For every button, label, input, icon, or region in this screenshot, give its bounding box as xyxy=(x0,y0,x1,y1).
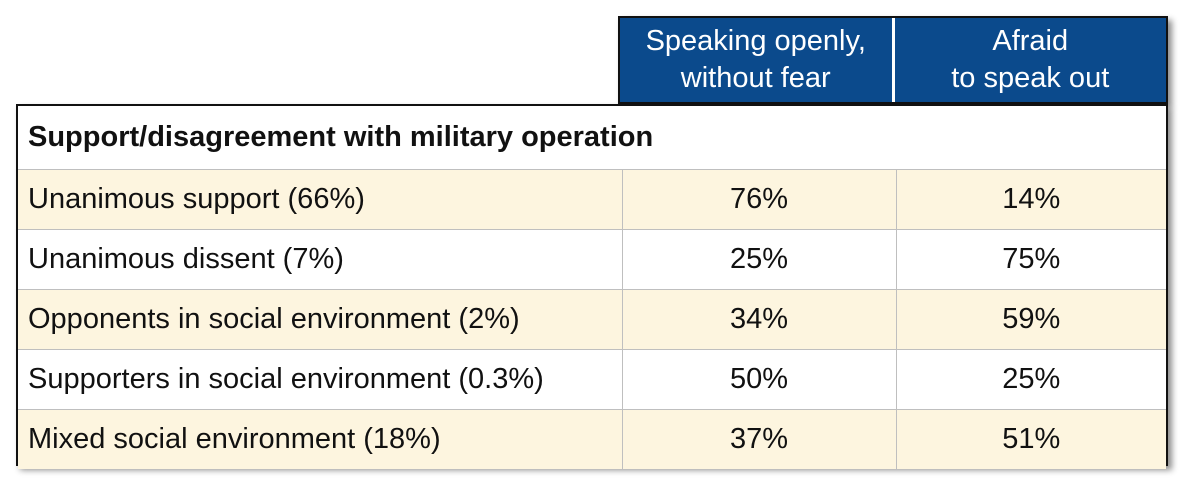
table-row: Unanimous dissent (7%) 25% 75% xyxy=(18,229,1166,290)
row-label: Unanimous dissent (7%) xyxy=(18,229,623,290)
row-label: Opponents in social environment (2%) xyxy=(18,289,623,350)
cell-afraid: 14% xyxy=(895,169,1166,230)
column-header-speaking-openly: Speaking openly, without fear xyxy=(620,18,895,102)
cell-afraid: 25% xyxy=(895,349,1166,410)
row-label: Unanimous support (66%) xyxy=(18,169,623,230)
cell-afraid: 75% xyxy=(895,229,1166,290)
column-header-bar: Speaking openly, without fear Afraid to … xyxy=(618,16,1168,104)
table-row: Unanimous support (66%) 76% 14% xyxy=(18,169,1166,230)
cell-speaking-openly: 25% xyxy=(621,229,897,290)
column-header-afraid: Afraid to speak out xyxy=(951,25,1110,94)
table-row: Opponents in social environment (2%) 34%… xyxy=(18,289,1166,350)
cell-speaking-openly: 37% xyxy=(621,409,897,469)
row-label: Supporters in social environment (0.3%) xyxy=(18,349,623,410)
cell-afraid: 51% xyxy=(895,409,1166,469)
section-header-row: Support/disagreement with military opera… xyxy=(18,106,1166,170)
cell-speaking-openly: 76% xyxy=(621,169,897,230)
table-row: Supporters in social environment (0.3%) … xyxy=(18,349,1166,410)
data-table: Support/disagreement with military opera… xyxy=(16,104,1168,469)
cell-speaking-openly: 50% xyxy=(621,349,897,410)
cell-afraid: 59% xyxy=(895,289,1166,350)
cell-speaking-openly: 34% xyxy=(621,289,897,350)
row-label: Mixed social environment (18%) xyxy=(18,409,623,469)
section-title: Support/disagreement with military opera… xyxy=(18,106,1166,170)
table-row: Mixed social environment (18%) 37% 51% xyxy=(18,409,1166,469)
